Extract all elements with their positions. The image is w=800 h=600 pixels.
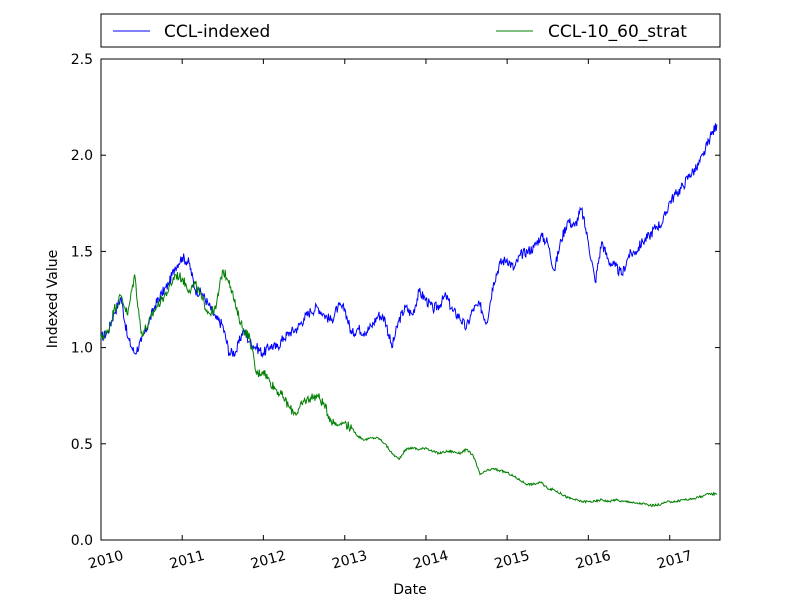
series-line-ccl-indexed [100, 123, 718, 359]
x-tick-label: 2017 [655, 548, 694, 573]
x-axis-label: Date [393, 582, 426, 598]
x-tick-label: 2014 [412, 548, 451, 573]
y-axis-label: Indexed Value [45, 250, 61, 349]
x-tick-label: 2016 [574, 548, 613, 573]
y-tick-label: 1.5 [71, 244, 93, 260]
legend-label-ccl-10-60-strat: CCL-10_60_strat [548, 22, 687, 42]
legend-label-ccl-indexed: CCL-indexed [164, 22, 270, 42]
x-tick-label: 2015 [493, 548, 532, 573]
plot-frame [100, 58, 721, 541]
y-tick-label: 1.0 [71, 341, 93, 357]
series-line-ccl-10-60-strat [100, 269, 718, 507]
y-tick-label: 2.5 [71, 52, 93, 68]
y-tick-label: 0.5 [71, 437, 93, 453]
y-tick-label: 0.0 [71, 533, 93, 549]
legend-box [100, 13, 721, 48]
series-group [100, 123, 718, 507]
legend: CCL-indexed CCL-10_60_strat [100, 13, 721, 48]
x-tick-label: 2011 [168, 548, 207, 573]
x-tick-label: 2013 [330, 548, 369, 573]
y-tick-label: 2.0 [71, 148, 93, 164]
y-axis-ticks: 0.0 0.5 1.0 1.5 2.0 2.5 [71, 52, 720, 549]
x-tick-label: 2010 [87, 548, 126, 573]
x-tick-label: 2012 [249, 548, 288, 573]
